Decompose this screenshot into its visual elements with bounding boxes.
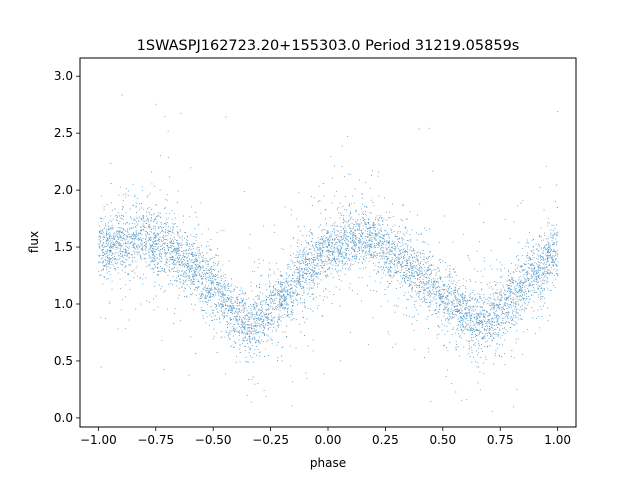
x-tick-label: −0.25 bbox=[252, 433, 289, 447]
data-point-cloud bbox=[98, 94, 559, 412]
y-axis-ticks: 0.0 0.5 1.0 1.5 2.0 2.5 3.0 bbox=[54, 69, 80, 425]
x-tick-label: −0.75 bbox=[137, 433, 174, 447]
x-tick-label: −0.50 bbox=[195, 433, 232, 447]
y-tick-label: 0.5 bbox=[54, 354, 73, 368]
y-tick-label: 2.0 bbox=[54, 183, 73, 197]
x-axis-label: phase bbox=[310, 456, 346, 470]
x-axis-ticks: −1.00 −0.75 −0.50 −0.25 0.00 0.25 0.50 0.75 1.00 bbox=[80, 427, 571, 447]
y-axis-label: flux bbox=[27, 231, 41, 253]
y-tick-label: 1.5 bbox=[54, 240, 73, 254]
x-tick-label: 0.25 bbox=[372, 433, 399, 447]
y-tick-label: 0.0 bbox=[54, 411, 73, 425]
x-tick-label: 0.50 bbox=[429, 433, 456, 447]
scatter-points bbox=[98, 94, 559, 412]
x-tick-label: −1.00 bbox=[80, 433, 117, 447]
x-tick-label: 1.00 bbox=[544, 433, 571, 447]
y-tick-label: 3.0 bbox=[54, 69, 73, 83]
y-tick-label: 2.5 bbox=[54, 126, 73, 140]
chart-title: 1SWASPJ162723.20+155303.0 Period 31219.0… bbox=[137, 38, 520, 54]
x-tick-label: 0.00 bbox=[315, 433, 342, 447]
x-tick-label: 0.75 bbox=[487, 433, 514, 447]
y-tick-label: 1.0 bbox=[54, 297, 73, 311]
